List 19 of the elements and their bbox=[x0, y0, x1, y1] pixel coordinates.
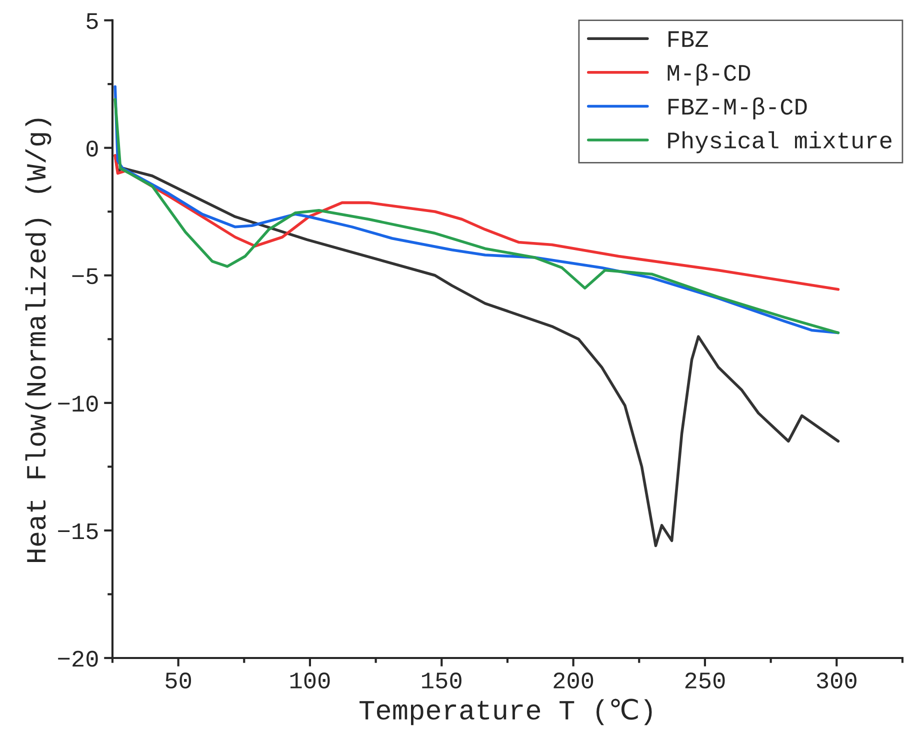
y-axis-title: Heat Flow(Normalized) (W/g) bbox=[25, 118, 52, 562]
legend-label: FBZ bbox=[668, 31, 708, 47]
y-tick-label: −20 bbox=[58, 650, 98, 667]
x-tick-label: 150 bbox=[422, 672, 462, 689]
legend-label: Physical mixture bbox=[668, 131, 892, 154]
x-tick-label: 300 bbox=[816, 672, 856, 689]
x-tick-label: 50 bbox=[166, 672, 192, 689]
y-tick-label: −15 bbox=[58, 523, 98, 540]
legend-label: M-β-CD bbox=[668, 64, 750, 86]
x-tick-label: 250 bbox=[685, 672, 725, 689]
y-tick-label: 0 bbox=[86, 140, 98, 157]
y-tick-label: −10 bbox=[58, 396, 98, 412]
x-tick-label: 200 bbox=[554, 672, 594, 689]
x-axis-title: Temperature T (℃) bbox=[360, 698, 652, 726]
y-tick-label: 5 bbox=[86, 13, 98, 30]
line-series bbox=[114, 154, 840, 291]
legend-label: FBZ-M-β-CD bbox=[668, 97, 807, 120]
x-tick-label: 100 bbox=[290, 672, 330, 689]
y-tick-label: −5 bbox=[72, 268, 98, 284]
